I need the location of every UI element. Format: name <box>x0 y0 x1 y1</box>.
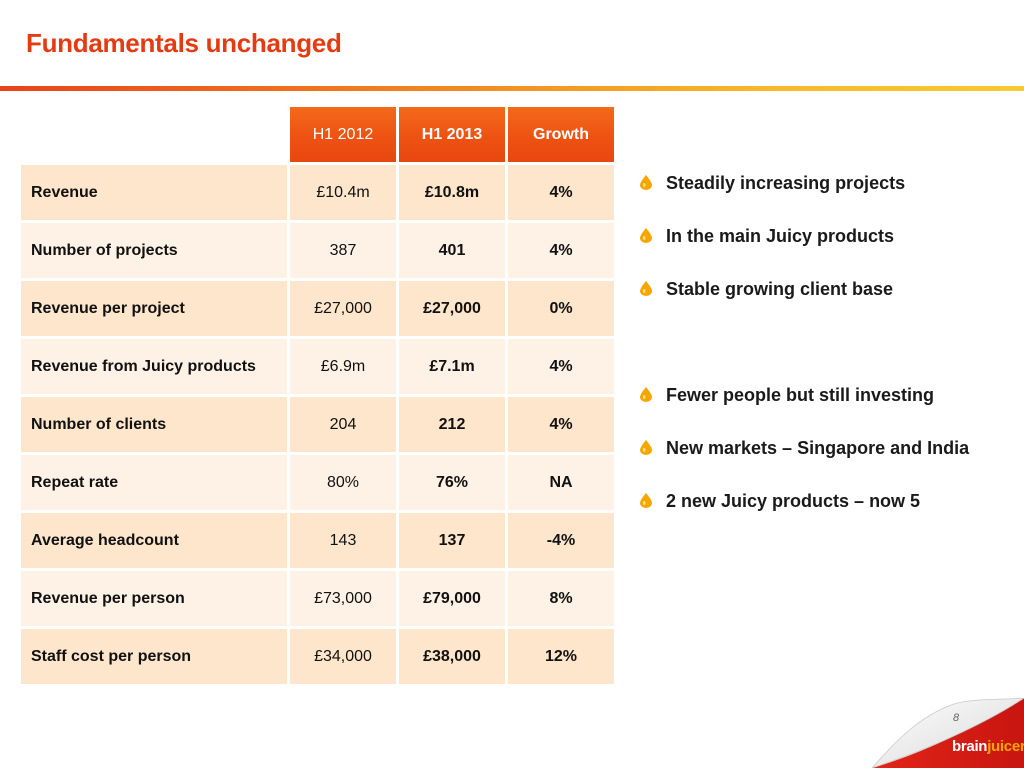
cell-growth: 4% <box>508 223 614 278</box>
cell-h1-2013: £7.1m <box>399 339 505 394</box>
cell-growth: NA <box>508 455 614 510</box>
cell-h1-2012: £10.4m <box>290 165 396 220</box>
bullet-text: 2 new Juicy products – now 5 <box>666 491 921 511</box>
cell-h1-2012: 80% <box>290 455 396 510</box>
cell-growth: -4% <box>508 513 614 568</box>
cell-h1-2012: 143 <box>290 513 396 568</box>
fundamentals-table: H1 2012 H1 2013 Growth Revenue £10.4m £1… <box>18 104 617 687</box>
slide-title: Fundamentals unchanged <box>26 28 342 58</box>
table-row: Staff cost per person £34,000 £38,000 12… <box>21 629 614 684</box>
title-divider <box>0 86 1024 91</box>
table-row: Revenue £10.4m £10.8m 4% <box>21 165 614 220</box>
table-row: Average headcount 143 137 -4% <box>21 513 614 568</box>
cell-h1-2012: £6.9m <box>290 339 396 394</box>
cell-growth: 8% <box>508 571 614 626</box>
cell-h1-2012: 204 <box>290 397 396 452</box>
cell-h1-2013: 76% <box>399 455 505 510</box>
bullet-text: Stable growing client base <box>666 279 894 299</box>
key-points-list: Steadily increasing projects In the main… <box>638 170 1018 541</box>
logo-juicer: juicer <box>987 738 1024 755</box>
juice-drop-icon <box>640 281 652 296</box>
cell-h1-2012: 387 <box>290 223 396 278</box>
page-curl-corner <box>871 698 1024 768</box>
bullet-text: New markets – Singapore and India <box>666 438 970 458</box>
table-row: Revenue per project £27,000 £27,000 0% <box>21 281 614 336</box>
cell-h1-2012: £27,000 <box>290 281 396 336</box>
table-header-growth: Growth <box>508 107 614 162</box>
bullet-text: In the main Juicy products <box>666 226 895 246</box>
list-item: In the main Juicy products <box>638 223 1018 276</box>
row-label: Number of projects <box>21 223 287 278</box>
table-header-row: H1 2012 H1 2013 Growth <box>21 107 614 162</box>
bullet-text: Steadily increasing projects <box>666 173 906 193</box>
cell-h1-2013: £38,000 <box>399 629 505 684</box>
cell-h1-2013: 137 <box>399 513 505 568</box>
bullet-text: Fewer people but still investing <box>666 385 935 405</box>
page-number: 8 <box>953 712 960 724</box>
list-item: 2 new Juicy products – now 5 <box>638 488 1018 541</box>
cell-growth: 0% <box>508 281 614 336</box>
brainjuicer-logo: brainjuicer <box>952 738 1024 755</box>
cell-h1-2013: £10.8m <box>399 165 505 220</box>
table-row: Repeat rate 80% 76% NA <box>21 455 614 510</box>
row-label: Revenue per person <box>21 571 287 626</box>
logo-brain: brain <box>952 738 988 755</box>
table-header-h1-2012: H1 2012 <box>290 107 396 162</box>
row-label: Revenue from Juicy products <box>21 339 287 394</box>
row-label: Revenue <box>21 165 287 220</box>
cell-h1-2013: 401 <box>399 223 505 278</box>
row-label: Repeat rate <box>21 455 287 510</box>
list-item: Fewer people but still investing <box>638 382 1018 435</box>
cell-growth: 4% <box>508 339 614 394</box>
juice-drop-icon <box>640 387 652 402</box>
cell-h1-2013: £27,000 <box>399 281 505 336</box>
row-label: Number of clients <box>21 397 287 452</box>
juice-drop-icon <box>640 493 652 508</box>
table-header-empty <box>21 107 287 162</box>
row-label: Revenue per project <box>21 281 287 336</box>
list-item: Steadily increasing projects <box>638 170 1018 223</box>
cell-h1-2012: £73,000 <box>290 571 396 626</box>
cell-growth: 4% <box>508 397 614 452</box>
list-item: Stable growing client base <box>638 276 1018 329</box>
table-row: Number of clients 204 212 4% <box>21 397 614 452</box>
row-label: Staff cost per person <box>21 629 287 684</box>
juice-drop-icon <box>640 440 652 455</box>
table-row: Revenue per person £73,000 £79,000 8% <box>21 571 614 626</box>
cell-h1-2013: £79,000 <box>399 571 505 626</box>
juice-drop-icon <box>640 228 652 243</box>
cell-h1-2013: 212 <box>399 397 505 452</box>
table-row: Revenue from Juicy products £6.9m £7.1m … <box>21 339 614 394</box>
cell-h1-2012: £34,000 <box>290 629 396 684</box>
row-label: Average headcount <box>21 513 287 568</box>
juice-drop-icon <box>640 175 652 190</box>
cell-growth: 12% <box>508 629 614 684</box>
cell-growth: 4% <box>508 165 614 220</box>
table-header-h1-2013: H1 2013 <box>399 107 505 162</box>
list-item: New markets – Singapore and India <box>638 435 1018 488</box>
table-row: Number of projects 387 401 4% <box>21 223 614 278</box>
